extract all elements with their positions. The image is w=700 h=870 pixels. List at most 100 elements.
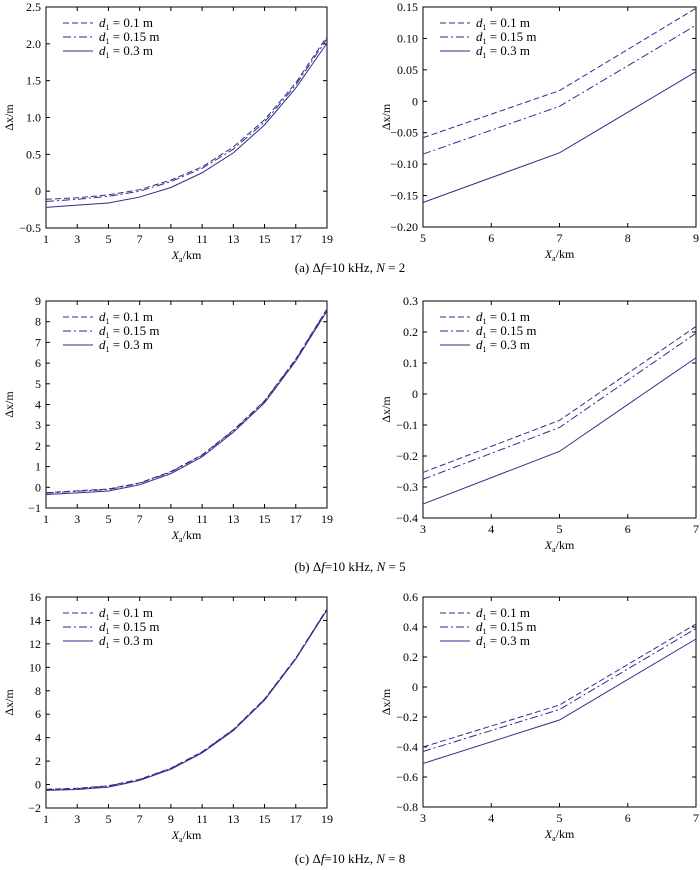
series-line-solid: [45, 42, 328, 208]
y-tick-label: 0.10: [397, 31, 418, 45]
y-tick-label: 0.2: [403, 325, 418, 339]
x-tick-label: 9: [168, 232, 174, 246]
legend-entry: d1 = 0.1 m: [476, 605, 530, 622]
legend-var: d: [99, 43, 106, 58]
legend-value: = 0.3 m: [487, 337, 530, 352]
series-line-solid: [422, 357, 697, 505]
legend-value: = 0.15 m: [110, 619, 160, 634]
x-tick-label: 8: [625, 231, 631, 245]
x-tick-label: 7: [557, 231, 563, 245]
y-tick-label: 0: [412, 387, 418, 401]
plot-frame: [422, 596, 697, 808]
panel-c-right: 3 4 5 6 7 −0.8 −0.6 −0.4 −0.2 0 0.2 0.4 0.6 Δx/m Xa/km…: [379, 590, 699, 843]
legend-sub: 1: [483, 613, 487, 622]
legend-var: d: [476, 15, 483, 30]
x-tick-label: 13: [227, 812, 239, 826]
legend-entry: d1 = 0.1 m: [476, 309, 530, 326]
x-tick-label: 11: [196, 512, 208, 526]
y-tick-label: 2.5: [26, 0, 41, 14]
x-tick-label: 3: [74, 812, 80, 826]
series-line-dashed: [422, 623, 697, 748]
y-tick-label: 5: [35, 377, 41, 391]
legend-value: = 0.1 m: [487, 15, 530, 30]
x-axis-label-var: X: [544, 538, 553, 552]
x-axis-label-var: X: [544, 247, 553, 261]
legend-value: = 0.3 m: [487, 633, 530, 648]
x-axis-label-unit: /km: [183, 528, 202, 542]
y-tick-label: 1.5: [26, 74, 41, 88]
y-axis-label: Δx/m: [379, 103, 393, 130]
series-line-solid: [45, 609, 328, 791]
x-tick-label: 5: [557, 522, 563, 536]
x-tick-label: 6: [625, 811, 631, 825]
legend-var: d: [476, 323, 483, 338]
legend-var: d: [99, 633, 106, 648]
caption-mid: =10 kHz,: [324, 260, 376, 275]
caption-n: N: [376, 559, 387, 574]
legend-value: = 0.1 m: [487, 309, 530, 324]
plot-frame: [45, 300, 328, 509]
legend-value: = 0.1 m: [110, 605, 153, 620]
legend-var: d: [476, 29, 483, 44]
y-tick-label: −0.20: [390, 220, 418, 234]
series-line-solid: [422, 71, 697, 203]
x-tick-label: 17: [290, 512, 302, 526]
y-tick-label: 4: [35, 398, 41, 412]
series-line-dashdot: [45, 309, 328, 494]
legend-var: d: [476, 337, 483, 352]
legend-sub: 1: [106, 331, 110, 340]
x-axis-label: Xa/km: [544, 827, 575, 843]
x-axis-label-sub: a: [552, 254, 556, 263]
y-tick-label: −0.8: [396, 800, 418, 814]
y-tick-label: 2.0: [26, 37, 41, 51]
legend-value: = 0.15 m: [110, 29, 160, 44]
caption-prefix: (b) Δ: [294, 559, 321, 574]
caption-suffix: = 5: [385, 559, 405, 574]
legend-entry: d1 = 0.15 m: [476, 29, 536, 46]
series-line-solid: [45, 310, 328, 496]
x-tick-label: 15: [259, 232, 271, 246]
y-tick-label: 0.2: [403, 650, 418, 664]
x-tick-label: 13: [227, 232, 239, 246]
x-tick-label: 15: [259, 512, 271, 526]
legend-sub: 1: [483, 641, 487, 650]
y-tick-label: 9: [35, 294, 41, 308]
x-axis-label: Xa/km: [544, 247, 575, 263]
x-axis-label-unit: /km: [183, 248, 202, 262]
x-axis-label: Xa/km: [171, 248, 202, 264]
x-tick-label: 5: [105, 812, 111, 826]
x-axis-label-sub: a: [179, 535, 183, 544]
y-tick-label: −0.6: [396, 770, 418, 784]
y-tick-label: −0.05: [390, 126, 418, 140]
y-tick-label: 0: [35, 480, 41, 494]
series-line-dashed: [422, 7, 697, 139]
legend-entry: d1 = 0.15 m: [476, 323, 536, 340]
x-tick-label: 1: [43, 512, 49, 526]
x-axis-label-sub: a: [552, 834, 556, 843]
legend-entry: d1 = 0.1 m: [99, 15, 153, 32]
legend-entry: d1 = 0.15 m: [476, 619, 536, 636]
y-tick-label: 10: [29, 660, 41, 674]
y-tick-label: 0: [412, 94, 418, 108]
x-axis-label: Xa/km: [171, 528, 202, 544]
y-tick-label: 4: [35, 731, 41, 745]
x-axis-label-unit: /km: [556, 247, 575, 261]
caption-mid: =10 kHz,: [324, 851, 376, 866]
legend-sub: 1: [483, 51, 487, 60]
y-tick-label: 8: [35, 315, 41, 329]
x-tick-label: 11: [196, 812, 208, 826]
series-line-solid: [422, 638, 697, 764]
y-tick-label: 0: [35, 184, 41, 198]
legend-entry: d1 = 0.15 m: [99, 29, 159, 46]
legend-value: = 0.3 m: [110, 43, 153, 58]
caption-f: f: [321, 559, 327, 574]
legend-value: = 0.3 m: [487, 43, 530, 58]
legend-value: = 0.15 m: [487, 323, 537, 338]
series-line-dashdot: [45, 608, 328, 791]
plot-frame: [45, 596, 328, 809]
x-tick-label: 4: [488, 811, 494, 825]
y-tick-label: 2: [35, 439, 41, 453]
y-tick-label: −0.10: [390, 157, 418, 171]
x-tick-label: 13: [227, 512, 239, 526]
